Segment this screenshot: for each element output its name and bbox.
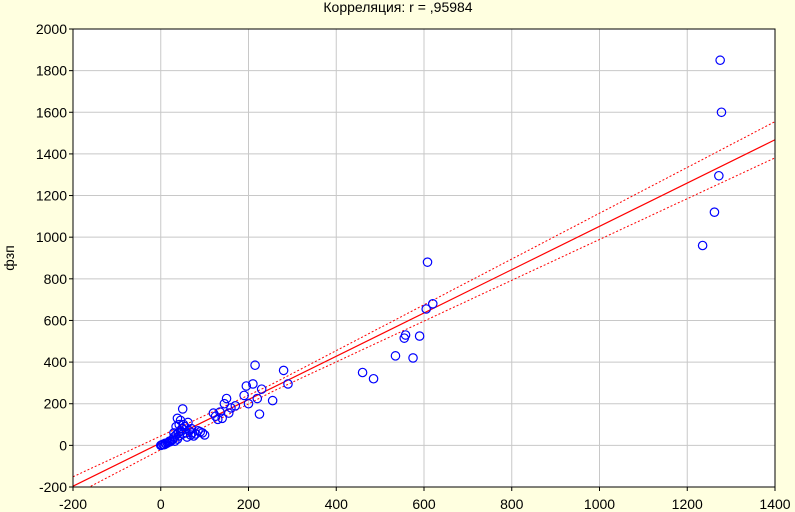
y-axis-label: фзп <box>1 245 17 271</box>
data-point <box>175 415 186 426</box>
data-point <box>709 207 720 217</box>
y-tick-label: 1400 <box>36 146 67 162</box>
data-point <box>357 367 368 378</box>
data-point <box>217 413 227 424</box>
data-point <box>278 365 289 376</box>
data-point <box>256 384 267 394</box>
x-tick-label: 0 <box>157 496 165 512</box>
data-point <box>697 240 708 251</box>
x-axis-ticks: -200 0 200 400 600 800 1000 1200 1400 <box>59 487 791 512</box>
confidence-band <box>73 121 775 487</box>
grid-lines <box>73 29 775 487</box>
data-point <box>230 401 241 411</box>
data-point <box>226 403 236 413</box>
x-tick-label: 600 <box>412 496 436 512</box>
data-point <box>243 398 254 409</box>
y-tick-label: 1600 <box>36 104 67 120</box>
data-point <box>241 381 252 391</box>
x-tick-label: 1400 <box>759 496 790 512</box>
data-point <box>199 430 210 440</box>
data-point <box>267 395 278 406</box>
y-tick-label: 600 <box>44 312 68 328</box>
y-tick-label: 800 <box>44 271 68 287</box>
y-tick-label: -200 <box>39 479 67 495</box>
data-point <box>715 55 725 66</box>
data-point <box>254 409 265 419</box>
data-point <box>250 360 260 371</box>
y-tick-label: 400 <box>44 354 68 370</box>
data-point <box>414 331 425 341</box>
data-point <box>197 428 208 438</box>
data-point <box>169 428 179 438</box>
data-points <box>155 55 727 451</box>
confidence-upper <box>73 121 775 478</box>
data-point <box>716 107 727 118</box>
data-point <box>177 404 188 414</box>
x-tick-label: 800 <box>500 496 524 512</box>
data-point <box>174 419 184 430</box>
data-point <box>221 393 232 404</box>
y-tick-label: 1000 <box>36 229 67 245</box>
data-point <box>421 304 431 314</box>
y-axis-ticks: -200 0 200 400 600 800 1000 1200 1400 1600 1800 200… <box>36 21 73 495</box>
x-tick-label: 1200 <box>672 496 703 512</box>
data-point <box>212 414 223 425</box>
data-point <box>400 330 411 340</box>
data-point <box>208 408 219 418</box>
y-tick-label: 200 <box>44 396 68 412</box>
data-point <box>408 353 418 363</box>
y-tick-label: 1200 <box>36 188 67 204</box>
chart-title: Корреляция: r = ,95984 <box>323 0 472 15</box>
y-tick-label: 2000 <box>36 21 67 37</box>
x-tick-label: 400 <box>325 496 349 512</box>
y-tick-label: 1800 <box>36 63 67 79</box>
data-point <box>223 408 234 418</box>
data-point <box>239 390 249 401</box>
x-tick-label: 1000 <box>584 496 615 512</box>
data-point <box>714 170 724 181</box>
data-point <box>422 257 433 267</box>
x-tick-label: -200 <box>59 496 87 512</box>
data-point <box>283 379 293 389</box>
confidence-lower <box>88 157 775 487</box>
data-point <box>390 351 401 361</box>
data-point <box>172 413 183 424</box>
data-point <box>427 298 438 309</box>
data-point <box>248 379 258 389</box>
y-tick-label: 0 <box>59 437 67 453</box>
data-point <box>252 393 263 404</box>
x-tick-label: 200 <box>237 496 261 512</box>
data-point <box>368 373 379 384</box>
